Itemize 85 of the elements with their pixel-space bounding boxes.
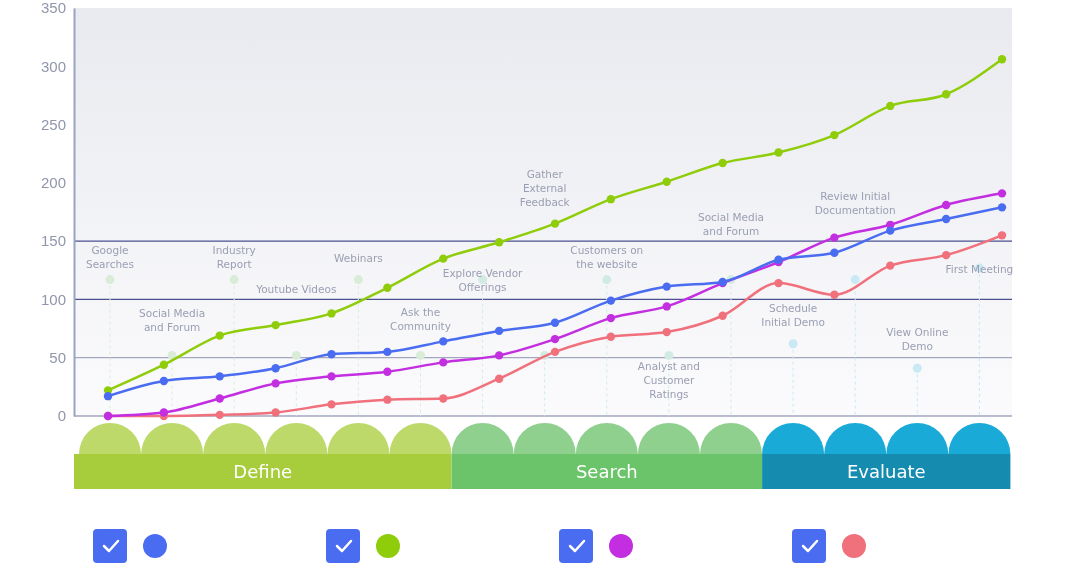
point (941, 214, 951, 224)
point (662, 327, 671, 337)
point (327, 309, 336, 318)
point (271, 379, 280, 388)
y-tick-label: 350 (40, 0, 66, 17)
y-tick-label: 100 (40, 290, 66, 308)
point (327, 400, 336, 409)
point (997, 189, 1007, 198)
point (718, 158, 727, 168)
point (830, 248, 839, 257)
annotation: Industry Report (212, 243, 256, 270)
point (215, 331, 224, 340)
annotation: Youtube Videos (255, 283, 337, 296)
point (886, 226, 895, 235)
point (494, 351, 504, 360)
point (383, 347, 392, 357)
annotation: Gather External Feedback (519, 168, 571, 209)
point (997, 55, 1007, 64)
point (830, 290, 839, 299)
point (606, 296, 616, 305)
point (550, 334, 560, 344)
point (383, 283, 392, 292)
point (327, 372, 336, 381)
annotation: Schedule Initial Demo (761, 301, 825, 328)
point (774, 148, 783, 157)
annotation: Review Initial Documentation (814, 189, 896, 216)
annotation: Google Searches (85, 243, 135, 270)
point (383, 395, 392, 404)
point (550, 219, 560, 228)
y-tick-label: 0 (57, 407, 66, 425)
point (159, 360, 169, 369)
point (271, 320, 280, 330)
point (439, 394, 448, 403)
point (606, 195, 616, 204)
point (215, 394, 224, 403)
annotation: Social Media and Forum (697, 210, 765, 237)
point (215, 372, 224, 381)
text: Define (233, 460, 293, 482)
point (159, 376, 169, 386)
point (662, 177, 671, 186)
point (941, 90, 951, 99)
point (383, 367, 392, 376)
point (439, 254, 448, 263)
point (830, 233, 839, 242)
point (718, 311, 727, 320)
point (159, 408, 169, 417)
y-tick-label: 150 (40, 232, 66, 250)
point (439, 358, 448, 367)
point (830, 130, 839, 140)
point (774, 278, 783, 288)
annotation: Customers on the website (570, 243, 644, 270)
point (941, 200, 951, 210)
annotation: Webinars (334, 251, 383, 264)
point (550, 347, 560, 357)
point (327, 350, 336, 359)
annotation: First Meeting (945, 262, 1014, 275)
y-tick-label: 200 (40, 174, 66, 192)
point (662, 282, 671, 291)
text: Search (575, 460, 638, 482)
point (941, 250, 951, 260)
annotation: Ask the Community (390, 306, 451, 333)
point (494, 238, 504, 247)
annotation: Social Media and Forum (139, 307, 206, 334)
point (997, 231, 1007, 240)
y-tick-label: 250 (40, 115, 66, 133)
point (103, 392, 113, 401)
point (215, 410, 224, 420)
point (886, 261, 895, 270)
point (494, 326, 504, 336)
annotation: View Online Demo (886, 326, 949, 353)
point (550, 318, 560, 327)
point (886, 101, 895, 111)
point (271, 408, 280, 417)
y-tick-label: 300 (40, 57, 66, 75)
point (439, 337, 448, 346)
text: Evaluate (846, 460, 926, 482)
annotation: Analyst and Customer Ratings (637, 360, 700, 401)
point (494, 374, 504, 383)
point (662, 302, 671, 311)
point (606, 332, 616, 341)
point (271, 364, 280, 373)
point (606, 313, 616, 323)
y-tick-label: 50 (49, 349, 66, 367)
point (997, 203, 1007, 212)
annotation: Explore Vendor Offerings (442, 266, 524, 293)
